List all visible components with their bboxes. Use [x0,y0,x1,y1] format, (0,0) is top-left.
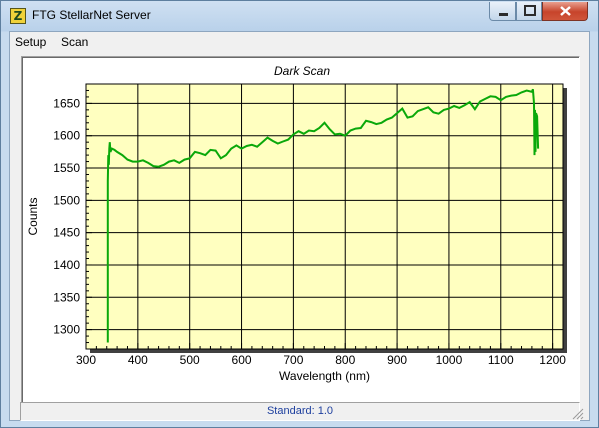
title-bar[interactable]: Z FTG StellarNet Server [1,1,598,31]
y-tick-label: 1350 [53,290,80,304]
window-title: FTG StellarNet Server [32,8,151,22]
x-tick-label: 1200 [539,353,566,367]
x-tick-label: 400 [128,353,148,367]
close-button[interactable] [542,2,588,21]
y-tick-labels: 1300 1350 1400 1450 1500 1550 1600 1650 [53,96,80,336]
grid-lines [86,84,563,349]
minimize-icon [499,13,508,16]
status-bar: Standard: 1.0 [20,402,580,421]
menu-bar: Setup Scan [10,32,589,52]
y-tick-label: 1550 [53,161,80,175]
minimize-button[interactable] [489,2,516,21]
y-tick-label: 1400 [53,258,80,272]
y-axis-label: Counts [26,197,40,235]
close-icon [560,6,571,16]
spectrum-chart: Dark Scan 300 400 500 600 700 800 900 1000 1100 1… [26,64,567,383]
x-tick-label: 1100 [488,353,514,367]
x-tick-label: 700 [283,353,303,367]
x-tick-label: 500 [180,353,200,367]
chart-title: Dark Scan [274,64,330,78]
x-tick-labels: 300 400 500 600 700 800 900 1000 1100 1200 [76,353,566,367]
menu-scan[interactable]: Scan [61,35,89,49]
client-area: Setup Scan Dark Scan 300 400 500 600 700 800 9… [9,31,590,421]
y-tick-label: 1300 [53,323,80,337]
x-tick-label: 1000 [436,353,463,367]
y-tick-label: 1450 [53,226,80,240]
y-tick-label: 1600 [53,129,80,143]
x-tick-label: 600 [232,353,252,367]
menu-setup[interactable]: Setup [15,35,47,49]
x-tick-label: 800 [335,353,355,367]
y-tick-label: 1650 [53,96,80,110]
plot-area [85,83,564,350]
maximize-button[interactable] [516,2,542,21]
x-axis-label: Wavelength (nm) [279,369,370,383]
y-tick-label: 1500 [53,193,80,207]
x-tick-label: 300 [76,353,96,367]
series-line [106,88,540,343]
stellarnet-app-icon[interactable]: Z [10,8,26,24]
x-tick-label: 900 [387,353,407,367]
maximize-icon [524,5,536,16]
resize-grip-icon[interactable] [570,406,584,420]
minor-ticks [85,83,564,350]
plot-frame: Dark Scan 300 400 500 600 700 800 900 1000 1100 1… [21,56,580,411]
